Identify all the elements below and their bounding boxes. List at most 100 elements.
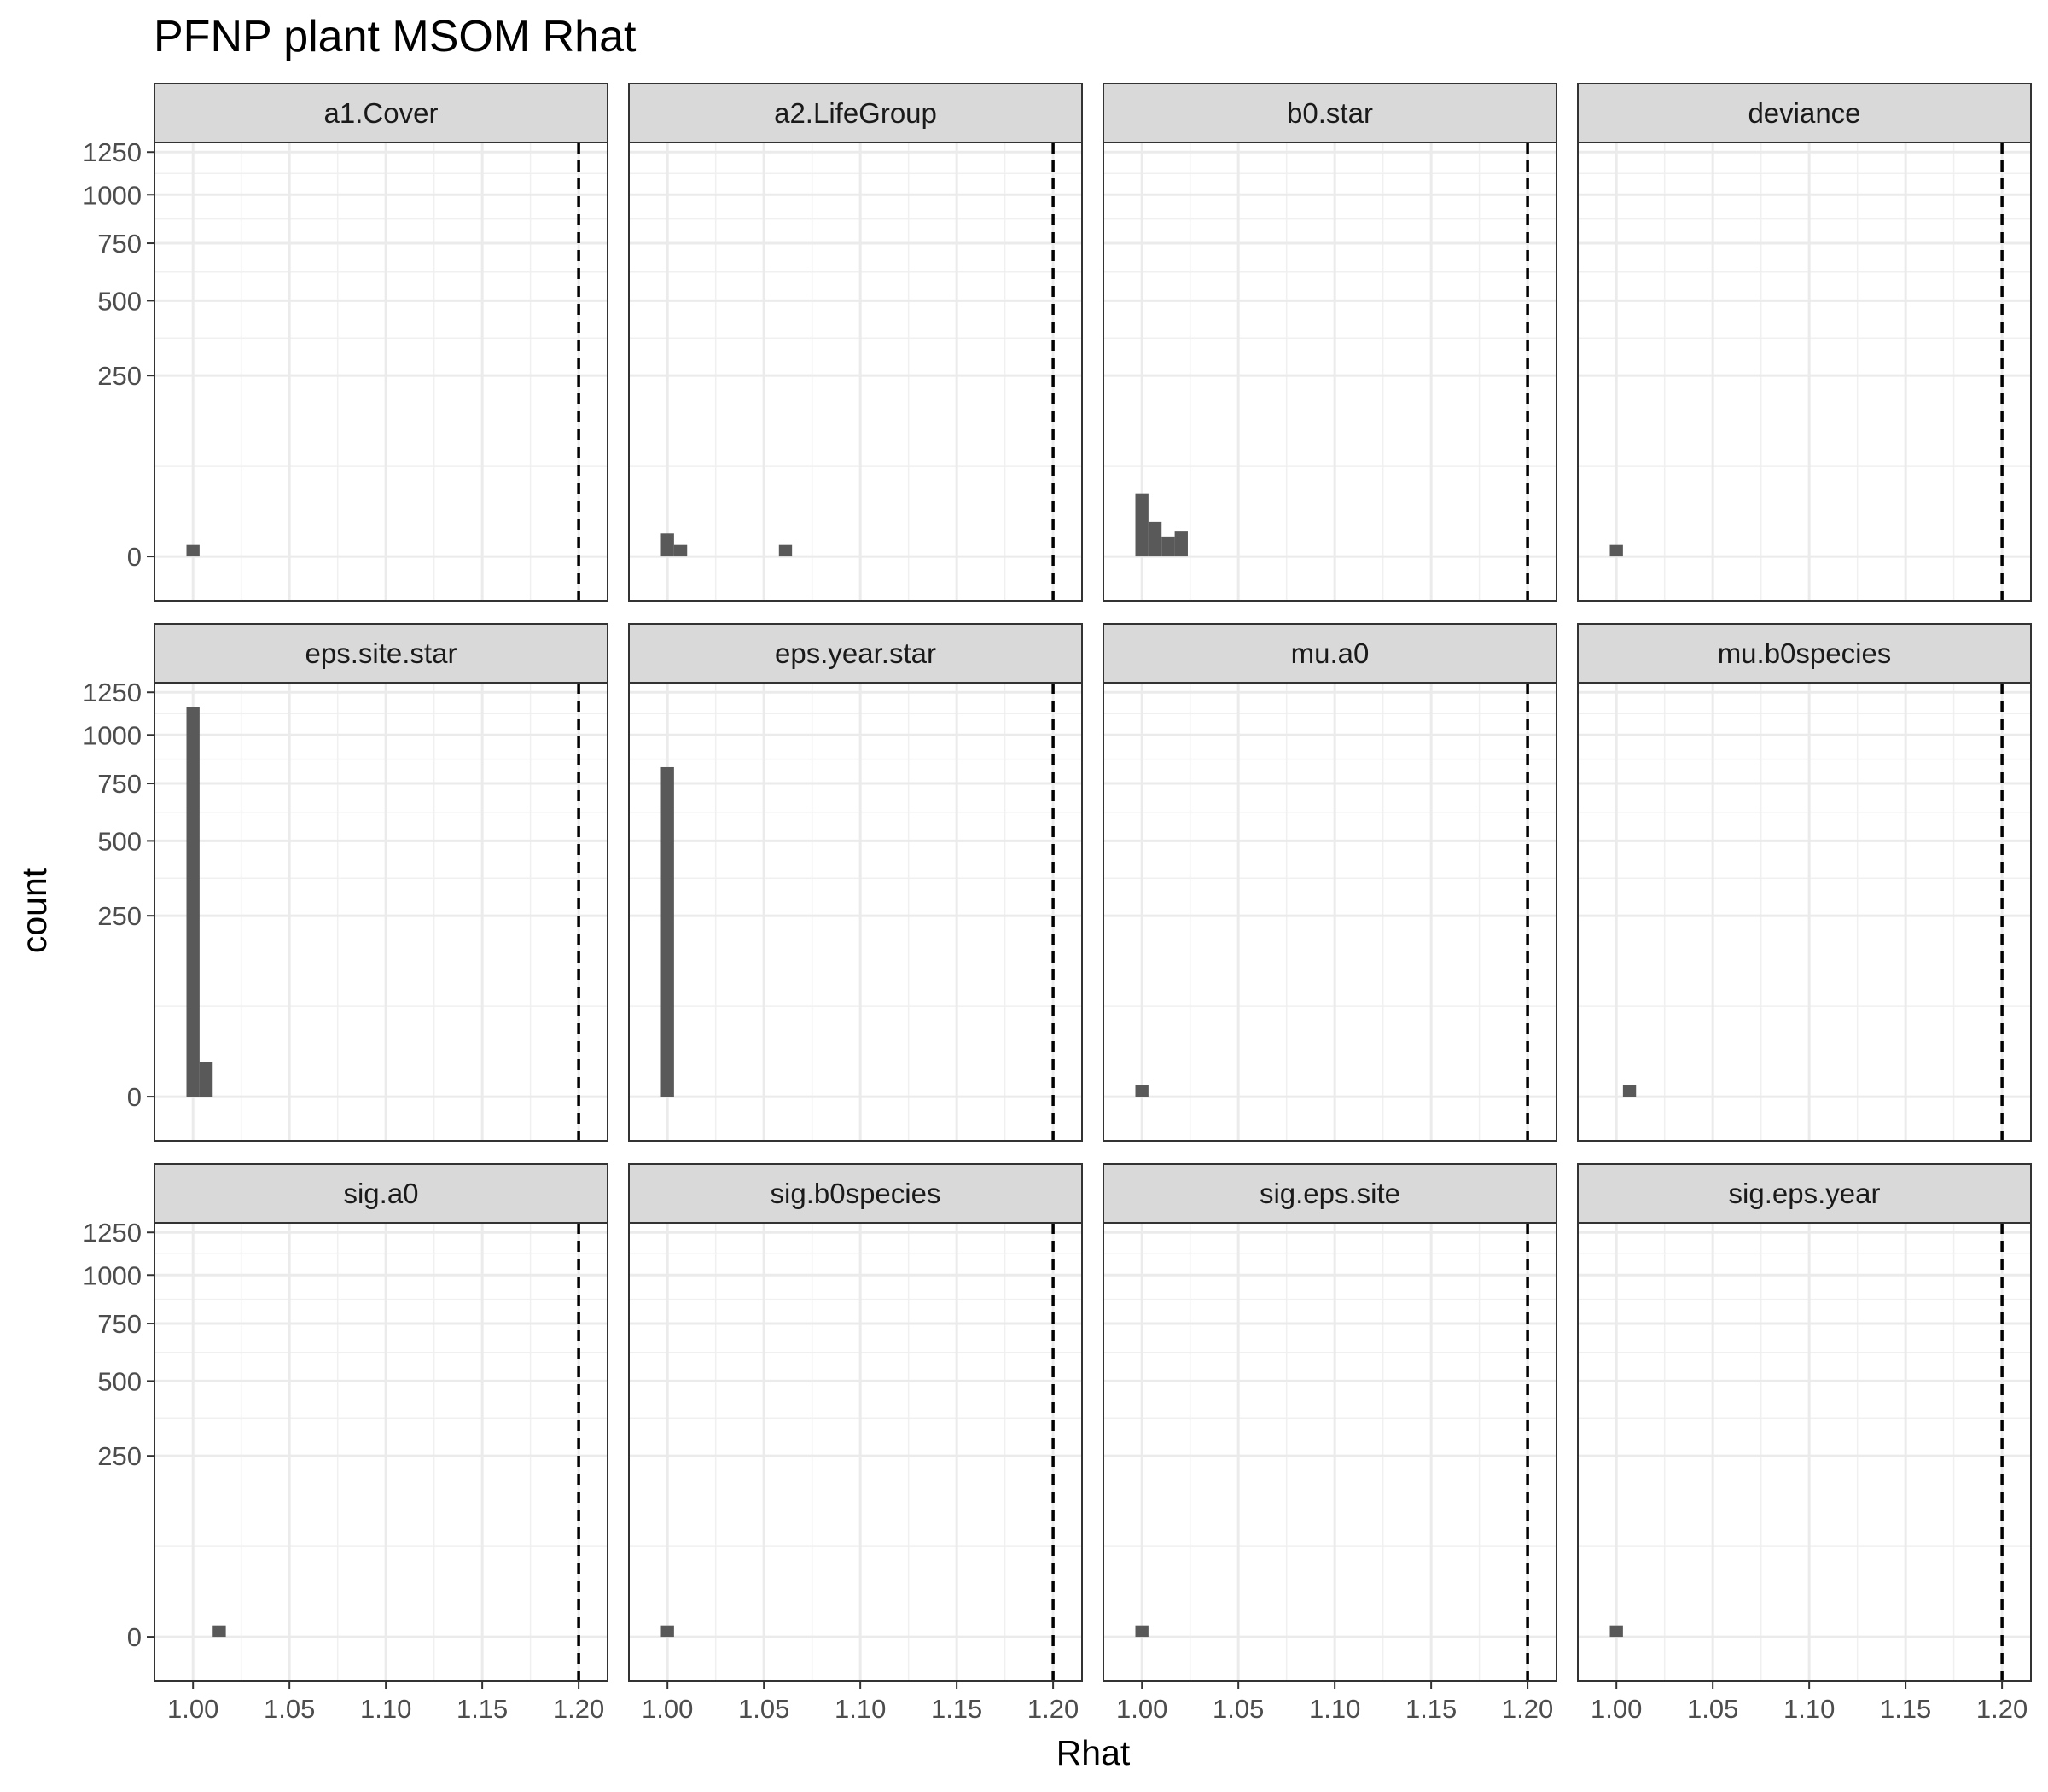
y-tick-label: 750 xyxy=(97,1309,142,1339)
facet-strip xyxy=(1103,83,1557,143)
x-tick-label: 1.10 xyxy=(360,1694,411,1724)
x-tick-label: 1.10 xyxy=(835,1694,886,1724)
y-tick-label: 1000 xyxy=(83,180,142,210)
histogram-bar xyxy=(1609,1625,1623,1638)
facet-panel: mu.b0species xyxy=(1577,623,2032,1142)
y-tick-label: 250 xyxy=(97,361,142,391)
panel-border xyxy=(628,682,1083,1142)
facet-panel: sig.eps.site 1.00 1.05 1.10 1.15 1.20 xyxy=(1103,1163,1557,1724)
x-tick-label: 1.15 xyxy=(931,1694,982,1724)
y-tick-label: 500 xyxy=(97,1366,142,1396)
facet-strip-label: a2.LifeGroup xyxy=(774,97,937,129)
y-tick-label: 500 xyxy=(97,286,142,316)
y-tick-label: 0 xyxy=(127,1082,142,1112)
facet-strip-label: mu.b0species xyxy=(1718,637,1892,669)
chart-title: PFNP plant MSOM Rhat xyxy=(154,12,637,61)
facet-strip xyxy=(154,623,608,684)
y-tick-label: 250 xyxy=(97,901,142,931)
histogram-bar xyxy=(1622,1085,1637,1097)
y-tick-label: 1250 xyxy=(83,1218,142,1248)
histogram-bar xyxy=(186,544,200,557)
panel-background xyxy=(629,143,1082,601)
panel-background xyxy=(154,143,608,601)
panel-border xyxy=(154,1222,608,1682)
y-tick-label: 750 xyxy=(97,769,142,799)
facet-strip-label: sig.eps.year xyxy=(1729,1178,1881,1209)
histogram-bar xyxy=(1161,536,1175,557)
panel-border xyxy=(1103,1222,1557,1682)
facet-strip-label: sig.eps.site xyxy=(1260,1178,1400,1209)
facet-panel: b0.star xyxy=(1103,83,1557,602)
histogram-bar xyxy=(673,544,688,557)
y-tick-label: 1000 xyxy=(83,1260,142,1290)
panel-border xyxy=(628,1222,1083,1682)
y-tick-label: 1000 xyxy=(83,720,142,750)
facet-panel: deviance xyxy=(1577,83,2032,602)
panel-border xyxy=(154,142,608,602)
facet-strip xyxy=(154,83,608,143)
panel-background xyxy=(1103,1223,1556,1681)
y-tick-label: 250 xyxy=(97,1441,142,1471)
facet-strip xyxy=(154,1163,608,1224)
histogram-bar xyxy=(186,707,200,1097)
histogram-bar xyxy=(778,544,793,557)
facet-panel: a2.LifeGroup xyxy=(628,83,1083,602)
x-tick-label: 1.05 xyxy=(1687,1694,1738,1724)
histogram-bar xyxy=(1174,531,1188,557)
x-tick-label: 1.20 xyxy=(1502,1694,1553,1724)
facet-strip xyxy=(1577,623,2032,684)
histogram-bar xyxy=(660,533,674,557)
panel-background xyxy=(629,1223,1082,1681)
x-tick-label: 1.20 xyxy=(553,1694,604,1724)
y-tick-label: 1250 xyxy=(83,137,142,167)
panel-background xyxy=(1103,143,1556,601)
x-axis-title: Rhat xyxy=(1056,1733,1131,1772)
facet-strip-label: sig.a0 xyxy=(343,1178,418,1209)
panel-background xyxy=(1578,1223,2031,1681)
histogram-bar xyxy=(1135,1085,1149,1097)
facet-strip xyxy=(1577,83,2032,143)
facet-panel: sig.a0 0 250 500 750 1000 1250 1.00 1.05 1.10 1.15… xyxy=(83,1163,608,1724)
facet-panel: a1.Cover 0 250 500 750 1000 1250 xyxy=(83,83,608,602)
facet-panel: mu.a0 xyxy=(1103,623,1557,1142)
x-tick-label: 1.10 xyxy=(1783,1694,1835,1724)
facet-panels: a1.Cover 0 250 500 750 1000 1250 a2.LifeGroup b0… xyxy=(83,83,2032,1724)
panel-border xyxy=(628,142,1083,602)
x-tick-label: 1.15 xyxy=(1880,1694,1931,1724)
y-tick-label: 0 xyxy=(127,1622,142,1652)
facet-strip xyxy=(1577,1163,2032,1224)
panel-border xyxy=(1577,1222,2032,1682)
facet-panel: eps.site.star 0 250 500 750 1000 1250 xyxy=(83,623,608,1142)
y-tick-label: 750 xyxy=(97,229,142,259)
facet-panel: sig.eps.year 1.00 1.05 1.10 1.15 1.20 xyxy=(1577,1163,2032,1724)
panel-background xyxy=(154,683,608,1141)
facet-panel: sig.b0species 1.00 1.05 1.10 1.15 1.20 xyxy=(628,1163,1083,1724)
y-tick-label: 500 xyxy=(97,826,142,856)
facet-strip-label: b0.star xyxy=(1287,97,1373,129)
histogram-bar xyxy=(1135,493,1149,557)
facet-strip xyxy=(1103,1163,1557,1224)
facet-strip-label: deviance xyxy=(1748,97,1860,129)
panel-border xyxy=(154,682,608,1142)
histogram-bar xyxy=(1135,1625,1149,1638)
panel-border xyxy=(1103,142,1557,602)
x-tick-label: 1.00 xyxy=(1116,1694,1167,1724)
facet-strip-label: a1.Cover xyxy=(324,97,439,129)
histogram-bar xyxy=(660,1625,674,1638)
y-tick-label: 0 xyxy=(127,542,142,572)
x-tick-label: 1.00 xyxy=(642,1694,693,1724)
y-axis-title: count xyxy=(15,867,54,953)
facet-panel: eps.year.star xyxy=(628,623,1083,1142)
x-tick-label: 1.00 xyxy=(1591,1694,1642,1724)
x-tick-label: 1.05 xyxy=(1213,1694,1264,1724)
x-tick-label: 1.05 xyxy=(264,1694,315,1724)
x-tick-label: 1.10 xyxy=(1309,1694,1360,1724)
x-tick-label: 1.00 xyxy=(167,1694,218,1724)
panel-background xyxy=(1578,683,2031,1141)
x-tick-label: 1.05 xyxy=(738,1694,789,1724)
x-tick-label: 1.20 xyxy=(1976,1694,2028,1724)
x-tick-label: 1.15 xyxy=(457,1694,508,1724)
panel-border xyxy=(1577,142,2032,602)
panel-background xyxy=(629,683,1082,1141)
facet-strip-label: sig.b0species xyxy=(771,1178,941,1209)
